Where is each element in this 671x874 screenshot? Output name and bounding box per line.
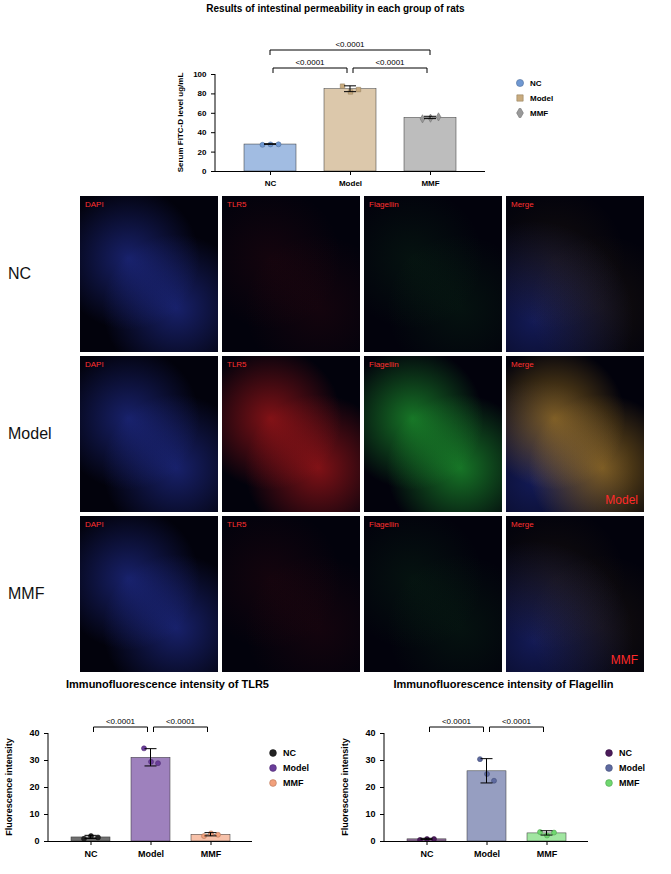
svg-text:NC: NC (421, 849, 434, 859)
html-text:Model: Model (605, 493, 638, 507)
svg-text:0: 0 (370, 836, 375, 846)
svg-text:Fluorescence intensity: Fluorescence intensity (340, 738, 350, 836)
html-text:Merge: Merge (511, 360, 534, 369)
html-text:Model: Model (8, 425, 52, 442)
html-text:Merge: Merge (511, 520, 534, 529)
svg-text:MMF: MMF (201, 849, 222, 859)
svg-text:<0.0001: <0.0001 (375, 58, 405, 67)
html-text:Model: Model (283, 763, 309, 773)
svg-text:20: 20 (29, 782, 39, 792)
svg-text:40: 40 (198, 128, 207, 137)
html-text:DAPI: DAPI (85, 200, 104, 209)
html-text:TLR5: TLR5 (227, 360, 247, 369)
html-text:Flagellin: Flagellin (369, 360, 399, 369)
svg-text:0: 0 (34, 836, 39, 846)
svg-text:10: 10 (365, 809, 375, 819)
svg-text:20: 20 (198, 148, 207, 157)
html-text:NC: NC (619, 748, 632, 758)
html-text:TLR5: TLR5 (227, 520, 247, 529)
html-text:MMF: MMF (530, 108, 549, 118)
html-text:MMF: MMF (283, 778, 304, 788)
html-text:NC: NC (283, 748, 296, 758)
html-text:Merge: Merge (511, 200, 534, 209)
html-text:Results of intestinal permeabi: Results of intestinal permeability in ea… (206, 3, 465, 14)
html-text:TLR5: TLR5 (227, 200, 247, 209)
html-text:Flagellin: Flagellin (369, 200, 399, 209)
svg-text:MMF: MMF (421, 179, 439, 188)
html-text:MMF: MMF (610, 653, 638, 667)
svg-text:100: 100 (193, 70, 207, 79)
html-text:DAPI: DAPI (85, 520, 104, 529)
svg-text:<0.0001: <0.0001 (166, 717, 196, 726)
svg-text:80: 80 (198, 89, 207, 98)
svg-text:NC: NC (265, 179, 277, 188)
html-text:Immunofluorescence intensity o: Immunofluorescence intensity of TLR5 (66, 678, 269, 690)
html-text:DAPI: DAPI (85, 360, 104, 369)
svg-text:<0.0001: <0.0001 (106, 717, 136, 726)
svg-text:Model: Model (138, 849, 164, 859)
html-text:Flagellin: Flagellin (369, 520, 399, 529)
svg-text:<0.0001: <0.0001 (335, 40, 365, 49)
svg-text:MMF: MMF (537, 849, 558, 859)
html-text:Immunofluorescence intensity o: Immunofluorescence intensity of Flagelli… (393, 678, 614, 690)
html-text:MMF: MMF (8, 585, 45, 602)
svg-text:Model: Model (339, 179, 362, 188)
html-text:Model: Model (619, 763, 645, 773)
svg-text:30: 30 (365, 755, 375, 765)
svg-text:Serum FITC-D level ug/mL: Serum FITC-D level ug/mL (176, 73, 185, 173)
svg-text:Model: Model (474, 849, 500, 859)
svg-text:40: 40 (29, 728, 39, 738)
svg-text:<0.0001: <0.0001 (442, 717, 472, 726)
svg-text:20: 20 (365, 782, 375, 792)
html-text:Model: Model (530, 93, 554, 103)
svg-text:Fluorescence intensity: Fluorescence intensity (4, 738, 14, 836)
svg-text:10: 10 (29, 809, 39, 819)
svg-text:NC: NC (85, 849, 98, 859)
svg-text:40: 40 (365, 728, 375, 738)
html-text:MMF: MMF (619, 778, 640, 788)
html-text:NC: NC (8, 265, 32, 282)
svg-text:0: 0 (202, 167, 207, 176)
svg-text:<0.0001: <0.0001 (502, 717, 532, 726)
svg-text:<0.0001: <0.0001 (295, 58, 325, 67)
svg-text:30: 30 (29, 755, 39, 765)
html-text:NC: NC (530, 78, 542, 88)
svg-text:60: 60 (198, 109, 207, 118)
